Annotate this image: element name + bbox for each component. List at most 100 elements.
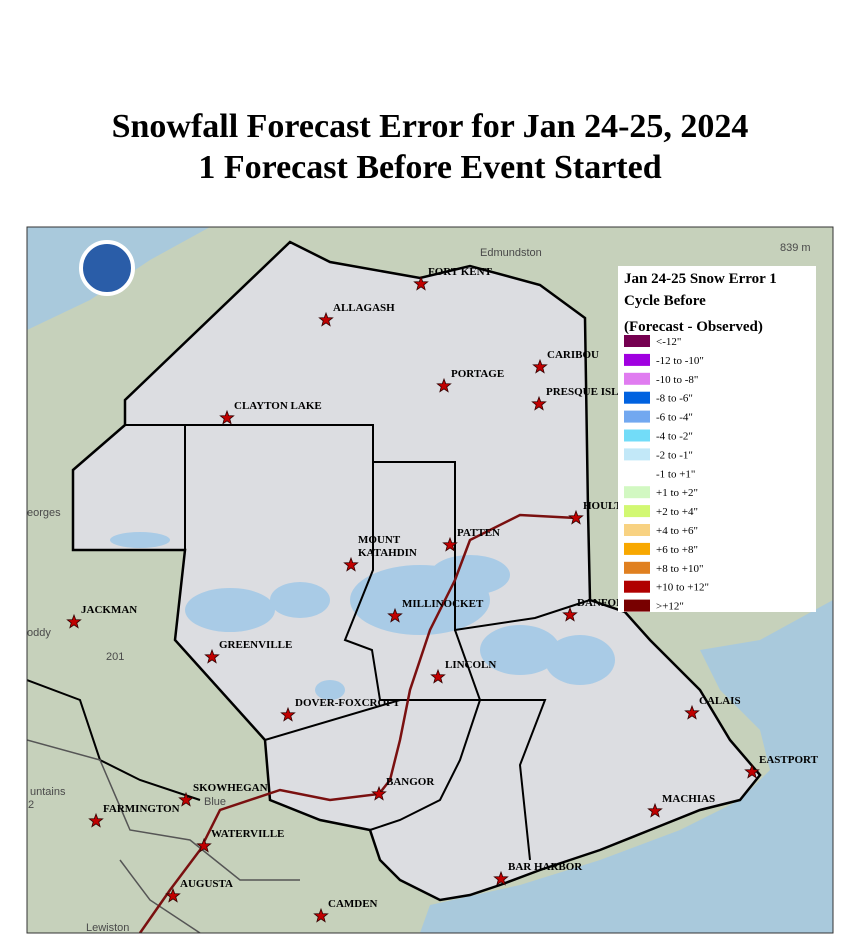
city-marker <box>313 907 329 923</box>
city-label: CAMDEN <box>328 898 378 910</box>
legend-label: +8 to +10" <box>656 563 703 575</box>
legend-label: -6 to -4" <box>656 412 693 424</box>
legend-swatch <box>624 524 650 536</box>
legend: Jan 24-25 Snow Error 1 Cycle Before (Forec… <box>618 266 816 613</box>
legend-swatch <box>624 599 650 612</box>
interstate <box>138 513 577 933</box>
legend-label: -2 to -1" <box>656 449 693 461</box>
city-marker <box>318 311 334 327</box>
city-label: CALAIS <box>699 695 741 707</box>
basemap-label: 2 <box>28 799 34 811</box>
city-label: GREENVILLE <box>219 639 292 651</box>
city-label: DOVER-FOXCROFT <box>295 697 401 709</box>
city-marker <box>219 409 235 425</box>
legend-label: +10 to +12" <box>656 582 709 594</box>
nws-logo <box>79 240 135 296</box>
city-label: CLAYTON LAKE <box>234 400 322 412</box>
city-label: PATTEN <box>457 527 500 539</box>
city-marker <box>196 837 212 853</box>
legend-label: -10 to -8" <box>656 374 698 386</box>
city-marker <box>413 275 429 291</box>
legend-swatch <box>624 429 650 442</box>
basemap-labels: Edmundston 839 m eorges oddy 201 Blue untains2… <box>27 242 811 934</box>
basemap-label: oddy <box>27 627 51 639</box>
city-marker <box>532 358 548 374</box>
legend-title: (Forecast - Observed) <box>624 319 763 335</box>
legend-label: -1 to +1" <box>656 468 695 480</box>
city-label: ALLAGASH <box>333 302 395 314</box>
city-label: MOUNT <box>358 534 401 546</box>
city-label: LINCOLN <box>445 659 496 671</box>
city-label: PORTAGE <box>451 368 504 380</box>
legend-box <box>618 266 816 612</box>
city-marker <box>442 536 458 552</box>
city-marker <box>531 395 547 411</box>
county-lines <box>27 739 300 933</box>
city-marker <box>744 763 760 779</box>
basemap-label: Edmundston <box>480 247 542 259</box>
legend-swatch <box>624 542 650 555</box>
city-label: MACHIAS <box>662 793 715 805</box>
legend-label: >+12" <box>656 601 684 613</box>
city-marker <box>280 706 296 722</box>
legend-label: <-12" <box>656 336 681 348</box>
zone-lines <box>27 424 591 861</box>
city-marker <box>343 556 359 572</box>
legend-swatch <box>624 448 650 461</box>
city-marker <box>562 606 578 622</box>
error-patches <box>110 532 615 700</box>
legend-swatch <box>624 353 650 366</box>
legend-title: Jan 24-25 Snow Error 1 <box>624 271 777 287</box>
legend-title: Cycle Before <box>624 293 706 309</box>
legend-swatch <box>624 467 650 480</box>
legend-label: -12 to -10" <box>656 355 704 367</box>
city-label: WATERVILLE <box>211 828 284 840</box>
basemap-label: untains <box>30 786 66 798</box>
title-line: Snowfall Forecast Error for Jan 24-25, 2… <box>112 108 749 145</box>
city-label: MILLINOCKET <box>402 598 484 610</box>
legend-swatch <box>624 561 650 574</box>
basemap-label: eorges <box>27 507 61 519</box>
legend-label: +6 to +8" <box>656 544 698 556</box>
legend-swatch <box>624 580 650 593</box>
city-marker <box>178 791 194 807</box>
city-label: SKOWHEGAN <box>193 782 268 794</box>
city-label: CARIBOU <box>547 349 599 361</box>
city-marker <box>387 607 403 623</box>
legend-label: +2 to +4" <box>656 506 698 518</box>
city-label: FARMINGTON <box>103 803 180 815</box>
legend-swatch <box>624 486 650 499</box>
basemap-label: Lewiston <box>86 922 129 934</box>
city-label: JACKMAN <box>81 604 137 616</box>
city-label: BANGOR <box>386 776 435 788</box>
city-label: PRESQUE ISLE <box>546 386 626 398</box>
city-label: EASTPORT <box>759 754 819 766</box>
map-frame <box>26 226 834 934</box>
legend-label: -4 to -2" <box>656 431 693 443</box>
city-marker <box>371 785 387 801</box>
basemap-label: 201 <box>106 651 124 663</box>
ocean <box>420 600 833 933</box>
legend-swatch <box>624 505 650 518</box>
city-marker <box>430 668 446 684</box>
city-marker <box>88 812 104 828</box>
city-marker <box>204 648 220 664</box>
city-label: AUGUSTA <box>180 878 233 890</box>
legend-label: -8 to -6" <box>656 393 693 405</box>
basemap-label: Blue <box>204 796 226 808</box>
city-marker <box>436 377 452 393</box>
city-label: BAR HARBOR <box>508 861 583 873</box>
basemap-label: 839 m <box>780 242 811 254</box>
city-label: FORT KENT <box>428 266 493 278</box>
city-marker <box>647 802 663 818</box>
city-label: KATAHDIN <box>358 547 417 559</box>
legend-label: +1 to +2" <box>656 487 698 499</box>
city-marker <box>493 870 509 886</box>
legend-swatch <box>624 372 650 385</box>
city-marker <box>684 704 700 720</box>
title-line: 1 Forecast Before Event Started <box>198 149 661 186</box>
legend-swatch <box>624 391 650 404</box>
legend-swatch <box>624 335 650 347</box>
legend-swatch <box>624 410 650 423</box>
